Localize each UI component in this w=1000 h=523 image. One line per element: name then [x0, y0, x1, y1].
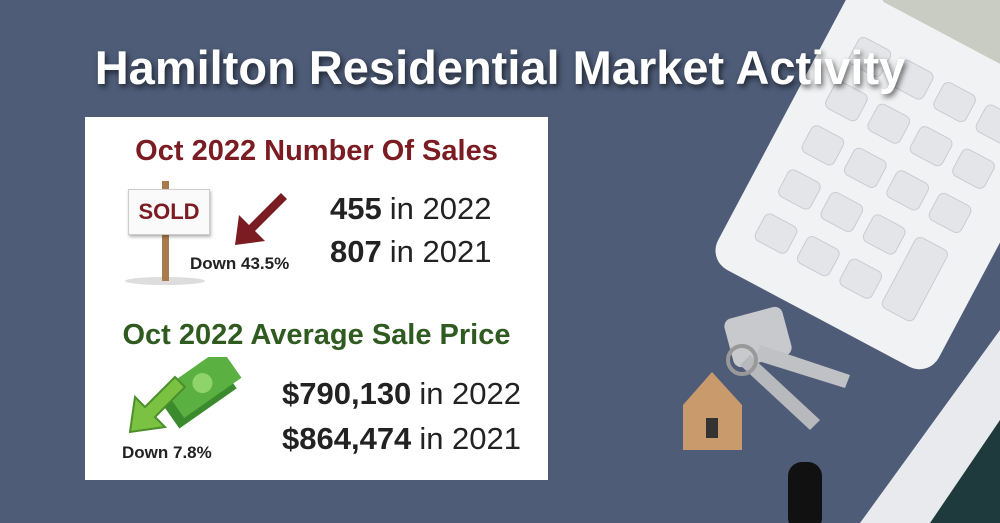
- sales-year: in 2022: [389, 191, 492, 226]
- sales-row: 807 in 2021: [330, 234, 491, 270]
- money-art: [128, 357, 242, 434]
- sold-sign: SOLD: [128, 189, 210, 235]
- title: Hamilton Residential Market Activity: [94, 41, 906, 94]
- price-row: $864,474 in 2021: [282, 421, 521, 457]
- price-value: $864,474: [282, 421, 412, 456]
- price-year: in 2021: [419, 421, 522, 456]
- card: Oct 2022 Number Of Sales SOLD Down 43.5%…: [85, 117, 548, 480]
- pen: [788, 462, 822, 523]
- keys: [683, 306, 850, 450]
- price-row: $790,130 in 2022: [282, 376, 521, 412]
- sales-change: Down 43.5%: [190, 254, 290, 273]
- notebook-cover: [930, 420, 1000, 523]
- price-year: in 2022: [419, 376, 522, 411]
- sales-row: 455 in 2022: [330, 191, 491, 227]
- sales-value: 807: [330, 234, 382, 269]
- sales-year: in 2021: [389, 234, 492, 269]
- calculator: [715, 0, 1000, 370]
- price-heading: Oct 2022 Average Sale Price: [122, 319, 511, 351]
- sales-heading: Oct 2022 Number Of Sales: [135, 135, 498, 167]
- price-change: Down 7.8%: [122, 443, 212, 462]
- sales-value: 455: [330, 191, 382, 226]
- price-value: $790,130: [282, 376, 412, 411]
